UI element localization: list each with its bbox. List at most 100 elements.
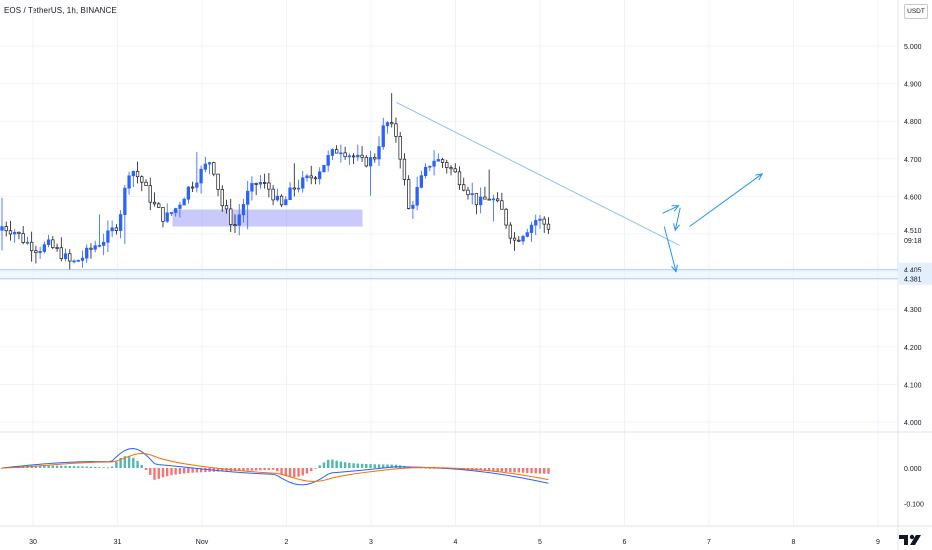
macd-histogram-bar <box>68 465 71 468</box>
macd-histogram-bar <box>504 468 508 472</box>
macd-histogram-bar <box>479 468 482 471</box>
macd-histogram-bar <box>310 468 313 472</box>
candle-body <box>93 245 97 250</box>
candle-body <box>288 187 292 200</box>
macd-histogram-bar <box>343 462 347 468</box>
candle-body <box>453 168 457 173</box>
candle-body <box>42 244 47 252</box>
macd-histogram-bar <box>276 468 279 472</box>
time-tick-label: Nov <box>196 539 209 546</box>
macd-histogram-bar <box>517 468 520 473</box>
macd-histogram-bar <box>72 466 76 468</box>
candle-body <box>538 218 542 221</box>
candle-body <box>199 168 203 184</box>
candle-body <box>407 179 411 209</box>
macd-histogram-bar <box>144 468 148 470</box>
candle-body <box>301 177 305 189</box>
candle-body <box>165 212 169 222</box>
macd-histogram-bar <box>119 457 122 468</box>
macd-histogram-bar <box>38 465 42 468</box>
candle-body <box>152 201 157 205</box>
macd-histogram-bar <box>543 468 546 474</box>
macd-histogram-bar <box>233 468 237 472</box>
candle-body <box>30 241 34 252</box>
macd-histogram-bar <box>195 468 199 473</box>
macd-histogram-bar <box>259 468 262 471</box>
time-tick-label: 4 <box>454 539 458 546</box>
macd-histogram-bar <box>93 466 97 468</box>
candle-body <box>313 177 318 180</box>
candle-body <box>250 183 254 192</box>
projection-arrow-bearish-head <box>671 264 678 273</box>
current-price-label-text: 4.510 <box>904 228 922 235</box>
candle-body <box>466 189 470 196</box>
candle-body <box>85 247 89 259</box>
candle-body <box>495 198 500 202</box>
macd-histogram-bar <box>521 468 525 473</box>
macd-histogram-bar <box>386 464 389 468</box>
macd-histogram-bar <box>51 465 55 468</box>
candle-body <box>381 125 385 147</box>
macd-histogram-bar <box>305 468 309 474</box>
candle-body <box>351 155 356 158</box>
candle-body <box>483 196 487 200</box>
macd-pane <box>0 447 550 486</box>
candle-body <box>169 212 174 214</box>
projection-arrow-down-small-head <box>673 223 680 232</box>
candle-body <box>343 152 347 158</box>
candle-body <box>51 239 55 248</box>
candle-body <box>246 190 250 205</box>
candle-body <box>212 162 216 175</box>
candle-body <box>415 187 419 206</box>
currency-button[interactable]: USDT <box>904 4 928 19</box>
macd-histogram-bar <box>335 460 338 468</box>
candle-body <box>419 175 424 188</box>
level-band <box>0 269 898 279</box>
macd-histogram-bar <box>149 468 152 476</box>
candle-body <box>127 175 131 189</box>
time-tick-label: 2 <box>285 539 289 546</box>
resistance-trendline <box>396 101 680 246</box>
price-axis: 5.000 4.900 4.800 4.700 4.600 4.300 4.200 4.100… <box>899 44 932 509</box>
macd-histogram-bar <box>242 468 245 471</box>
macd-histogram-bar <box>89 466 93 468</box>
macd-histogram-bar <box>377 464 381 468</box>
candle-body <box>190 186 195 189</box>
macd-histogram-bar <box>348 462 351 468</box>
macd-histogram-bar <box>373 464 376 468</box>
macd-histogram-bar <box>288 468 292 478</box>
projection-arrow-bullish-head <box>755 173 764 181</box>
candle-body <box>157 203 161 208</box>
candle-body <box>195 182 199 188</box>
macd-histogram-bar <box>331 459 334 468</box>
price-tick-label: 5.000 <box>904 44 922 51</box>
price-tick-label: 4.100 <box>904 382 922 389</box>
macd-histogram-bar <box>246 468 249 471</box>
candle-body <box>63 253 68 260</box>
candle-body <box>207 162 212 165</box>
macd-histogram-bar <box>115 461 118 468</box>
projection-arrow-up-small-head <box>671 205 680 212</box>
macd-histogram-bar <box>267 468 271 470</box>
candle-body <box>364 156 368 167</box>
macd-histogram-bar <box>526 468 529 473</box>
macd-histogram-bar <box>64 465 67 468</box>
candle-body <box>161 207 165 222</box>
candle-body <box>38 251 42 254</box>
macd-histogram-bar <box>136 460 139 468</box>
candle-body <box>275 195 279 201</box>
candle-body <box>330 149 335 156</box>
candle-body <box>368 157 373 167</box>
candle-body <box>267 182 271 190</box>
candle-body <box>258 182 263 185</box>
candle-body <box>326 155 330 166</box>
candle-body <box>76 260 80 262</box>
candle-body <box>474 193 479 206</box>
candle-body <box>546 223 551 230</box>
candle-body <box>423 166 428 177</box>
candle-body <box>203 163 207 170</box>
candle-body <box>339 152 343 155</box>
price-tick-label: 4.300 <box>904 307 922 314</box>
macd-histogram-bar <box>250 468 254 471</box>
